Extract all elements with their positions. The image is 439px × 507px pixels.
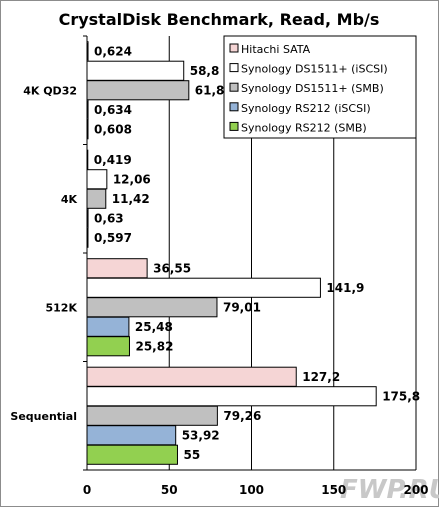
legend-swatch [229, 82, 239, 92]
data-label: 55 [183, 448, 200, 462]
legend: Hitachi SATA Synology DS1511+ (iSCSI) Syno… [223, 35, 417, 139]
data-label: 58,8 [190, 64, 220, 78]
data-label: 0,419 [94, 153, 132, 167]
axes: 0 50 100 150 200 4K QD32 4K 512K Sequential [10, 35, 429, 497]
bar [86, 188, 107, 209]
category-label: 512K [46, 301, 78, 314]
bar [86, 425, 177, 446]
legend-label: Synology RS212 (iSCSI) [241, 102, 371, 115]
data-label: 175,8 [382, 389, 420, 403]
bar [86, 316, 130, 337]
category-label: Sequential [10, 410, 77, 423]
watermark-logo: FWP.RU [340, 475, 439, 505]
data-label: 61,89 [195, 83, 233, 97]
data-label: 12,06 [113, 172, 151, 186]
legend-swatch [229, 121, 239, 131]
bars-layer: 0,624 58,8 61,89 0,634 0,608 0,419 12,06 11,42 0… [86, 41, 420, 465]
x-tick-label: 200 [403, 483, 428, 497]
data-label: 0,597 [94, 231, 132, 245]
bar [86, 366, 297, 387]
data-label: 0,608 [94, 122, 132, 136]
bar [86, 405, 218, 426]
legend-box [223, 35, 417, 139]
x-tick-label: 50 [161, 483, 178, 497]
data-label: 0,624 [94, 44, 132, 58]
bar [86, 258, 148, 279]
data-label: 79,26 [223, 409, 261, 423]
data-label: 127,2 [302, 370, 340, 384]
bar [86, 80, 190, 101]
bar [86, 60, 185, 81]
bar [86, 444, 178, 465]
bar [86, 386, 377, 407]
data-label: 0,63 [94, 211, 124, 225]
bar [86, 336, 130, 357]
x-tick-label: 150 [321, 483, 346, 497]
bar [86, 277, 321, 298]
data-label: 53,92 [182, 428, 220, 442]
category-label: 4K QD32 [23, 84, 77, 97]
legend-swatch [229, 63, 239, 73]
legend-label: Synology DS1511+ (SMB) [241, 82, 384, 95]
legend-label: Synology RS212 (SMB) [241, 121, 367, 134]
x-tick-label: 0 [83, 483, 91, 497]
x-tick-label: 100 [239, 483, 264, 497]
legend-label: Synology DS1511+ (iSCSI) [241, 63, 388, 76]
legend-swatch [229, 102, 239, 112]
data-label: 25,82 [135, 339, 173, 353]
data-label: 25,48 [135, 320, 173, 334]
bar [86, 169, 108, 190]
bar [86, 297, 218, 318]
category-label: 4K [61, 193, 78, 206]
watermark: FWP.RU [340, 475, 439, 505]
chart-title: CrystalDisk Benchmark, Read, Mb/s [59, 10, 380, 29]
data-label: 36,55 [153, 261, 191, 275]
data-label: 11,42 [112, 192, 150, 206]
legend-label: Hitachi SATA [241, 43, 311, 56]
data-label: 141,9 [326, 281, 364, 295]
legend-swatch [229, 43, 239, 53]
data-label: 0,634 [94, 103, 132, 117]
data-label: 79,01 [223, 300, 261, 314]
